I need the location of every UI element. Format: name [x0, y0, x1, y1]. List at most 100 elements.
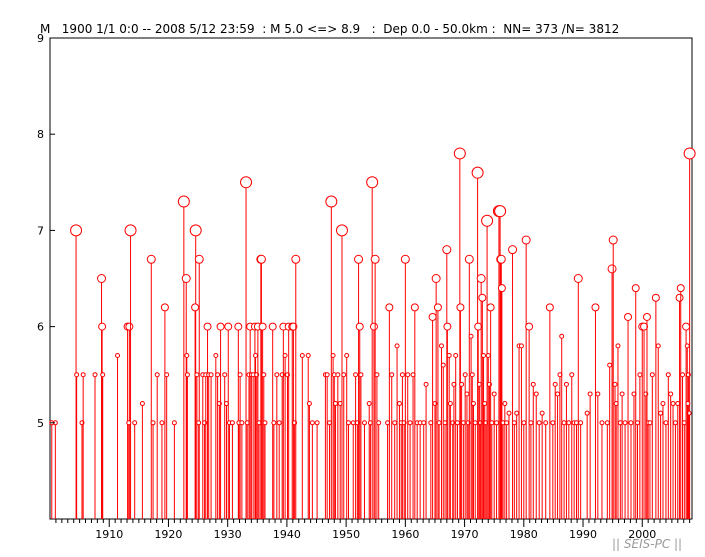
- event-marker: [125, 322, 134, 331]
- event-marker: [474, 322, 483, 331]
- x-tick-label: 1990: [569, 528, 597, 541]
- event-marker: [256, 254, 266, 264]
- event-marker: [335, 224, 348, 237]
- event-marker: [469, 372, 475, 378]
- event-marker: [240, 176, 253, 189]
- event-marker: [462, 372, 468, 378]
- event-marker: [385, 303, 394, 312]
- event-marker: [159, 420, 165, 426]
- event-marker: [468, 333, 474, 339]
- event-marker: [314, 420, 320, 426]
- event-marker: [262, 420, 268, 426]
- event-marker: [559, 333, 565, 339]
- event-marker: [431, 274, 441, 283]
- event-marker: [399, 372, 405, 378]
- plot-border: [49, 37, 693, 520]
- event-marker: [607, 264, 617, 274]
- event-marker: [332, 401, 338, 407]
- event-marker: [410, 303, 419, 312]
- event-marker: [376, 420, 382, 426]
- event-marker: [595, 391, 601, 397]
- event-marker: [421, 420, 427, 426]
- event-marker: [566, 420, 572, 426]
- event-marker: [428, 312, 437, 321]
- event-marker: [478, 293, 487, 302]
- event-marker: [239, 420, 245, 426]
- event-marker: [438, 343, 444, 349]
- event-marker: [511, 420, 517, 426]
- event-marker: [271, 420, 277, 426]
- event-marker: [533, 391, 539, 397]
- event-marker: [350, 420, 356, 426]
- event-marker: [97, 274, 107, 283]
- event-marker: [569, 372, 575, 378]
- y-tick-label: 8: [37, 128, 44, 141]
- event-marker: [489, 420, 495, 426]
- event-marker: [658, 410, 664, 416]
- event-marker: [392, 420, 398, 426]
- event-marker: [299, 352, 305, 358]
- event-marker: [472, 420, 478, 426]
- event-marker: [552, 381, 558, 387]
- chart-header: M 1900 1/1 0:0 -- 2008 5/12 23:59 : M 5.…: [40, 22, 620, 36]
- event-marker: [485, 352, 491, 358]
- event-marker: [400, 254, 410, 264]
- event-marker: [550, 420, 556, 426]
- event-marker: [222, 372, 228, 378]
- event-marker: [213, 352, 219, 358]
- event-marker: [453, 147, 466, 160]
- event-marker: [647, 420, 653, 426]
- event-marker: [325, 195, 338, 208]
- event-marker: [491, 391, 497, 397]
- event-marker: [268, 322, 277, 331]
- event-marker: [282, 352, 288, 358]
- event-marker: [208, 372, 214, 378]
- event-marker: [506, 410, 512, 416]
- event-marker: [497, 284, 506, 293]
- event-marker: [394, 343, 400, 349]
- event-marker: [563, 381, 569, 387]
- event-marker: [191, 303, 200, 312]
- event-marker: [341, 372, 347, 378]
- event-marker: [502, 401, 508, 407]
- x-tick-label: 1980: [510, 528, 538, 541]
- plot-frame: [49, 37, 693, 520]
- event-marker: [494, 205, 507, 218]
- event-marker: [612, 381, 618, 387]
- y-tick-label: 9: [37, 32, 44, 45]
- event-marker: [454, 420, 460, 426]
- event-marker: [471, 166, 484, 179]
- event-marker: [98, 322, 107, 331]
- event-marker: [482, 401, 488, 407]
- event-marker: [584, 410, 590, 416]
- x-tick-label: 1940: [273, 528, 301, 541]
- event-marker: [324, 372, 330, 378]
- event-marker: [442, 245, 452, 255]
- event-marker: [481, 352, 487, 358]
- event-marker: [608, 235, 618, 245]
- event-marker: [184, 372, 190, 378]
- event-marker: [587, 391, 593, 397]
- event-marker: [443, 322, 452, 331]
- x-tick-label: 1920: [154, 528, 182, 541]
- x-tick-label: 2000: [628, 528, 656, 541]
- event-marker: [139, 401, 145, 407]
- event-marker: [555, 391, 561, 397]
- event-marker: [354, 254, 364, 264]
- event-marker: [668, 391, 674, 397]
- event-marker: [684, 343, 690, 349]
- event-marker: [651, 293, 660, 302]
- event-marker: [436, 420, 442, 426]
- stem-series: [49, 147, 696, 519]
- x-tick-label: 1950: [332, 528, 360, 541]
- event-marker: [203, 322, 212, 331]
- event-marker: [481, 214, 494, 227]
- event-marker: [396, 401, 402, 407]
- x-tick-label: 1910: [95, 528, 123, 541]
- event-marker: [309, 420, 315, 426]
- event-marker: [171, 420, 177, 426]
- event-marker: [353, 372, 359, 378]
- y-tick-label: 6: [37, 321, 44, 334]
- x-tick-label: 1930: [214, 528, 242, 541]
